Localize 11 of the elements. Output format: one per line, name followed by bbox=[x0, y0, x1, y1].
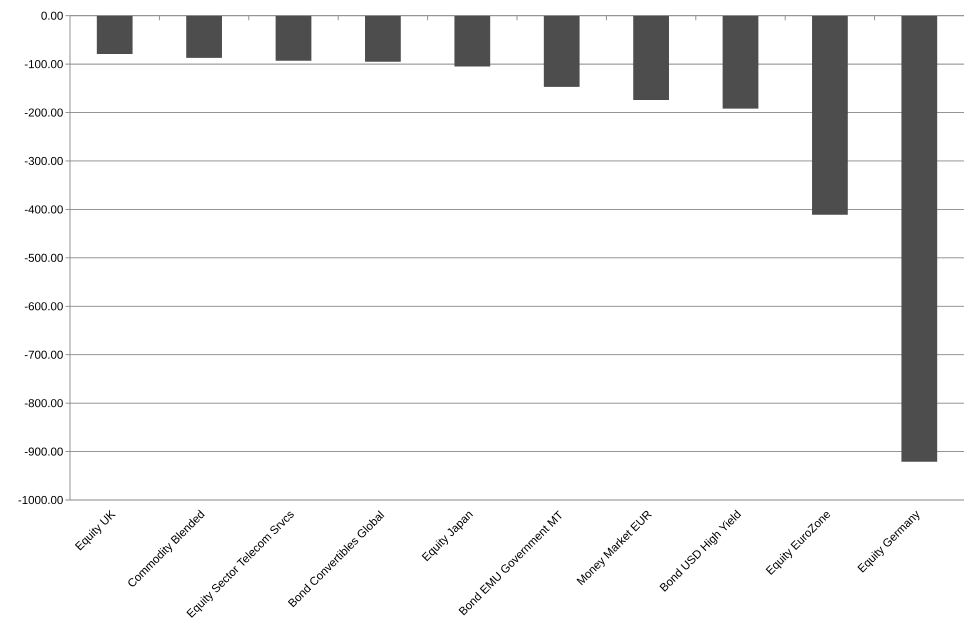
y-tick-label: 0.00 bbox=[41, 12, 63, 20]
y-tick-label: -600.00 bbox=[24, 302, 63, 310]
y-tick-label: -800.00 bbox=[24, 399, 63, 408]
y-tick-label: -200.00 bbox=[24, 108, 63, 117]
y-tick-label: -900.00 bbox=[24, 447, 63, 456]
y-tick-label: -700.00 bbox=[24, 350, 63, 359]
y-tick-label: -500.00 bbox=[24, 254, 63, 262]
y-tick-label: -1000.00 bbox=[18, 496, 63, 504]
y-tick-label: -300.00 bbox=[24, 156, 63, 166]
y-tick-label: -100.00 bbox=[24, 60, 63, 68]
y-tick-label: -400.00 bbox=[24, 205, 63, 214]
